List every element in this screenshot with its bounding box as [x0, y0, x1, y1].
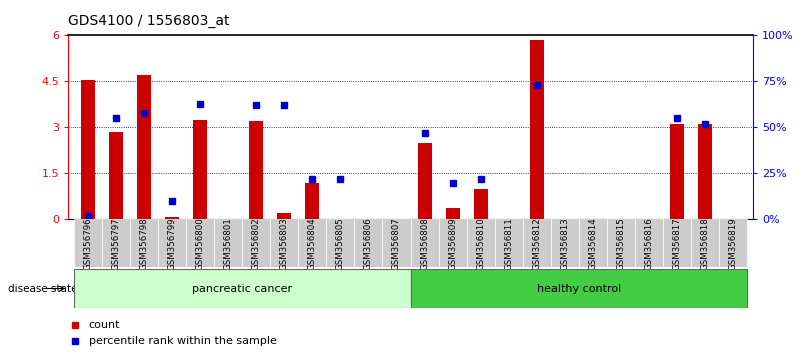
- Bar: [445, 208, 460, 219]
- Text: GSM356811: GSM356811: [505, 217, 513, 270]
- Bar: [298, 219, 326, 267]
- Text: disease state: disease state: [8, 284, 78, 293]
- Bar: [249, 121, 264, 219]
- Text: GSM356812: GSM356812: [533, 217, 541, 270]
- Text: GSM356818: GSM356818: [701, 217, 710, 270]
- Bar: [382, 219, 410, 267]
- Bar: [495, 219, 523, 267]
- Bar: [137, 75, 151, 219]
- Bar: [670, 124, 684, 219]
- Text: GSM356809: GSM356809: [448, 217, 457, 270]
- Text: GSM356815: GSM356815: [617, 217, 626, 270]
- Bar: [354, 219, 382, 267]
- Bar: [214, 219, 242, 267]
- Text: GDS4100 / 1556803_at: GDS4100 / 1556803_at: [68, 14, 230, 28]
- Bar: [102, 219, 130, 267]
- Bar: [193, 120, 207, 219]
- Text: GSM356800: GSM356800: [195, 217, 204, 270]
- Text: GSM356797: GSM356797: [111, 217, 120, 270]
- Bar: [186, 219, 214, 267]
- Text: pancreatic cancer: pancreatic cancer: [192, 284, 292, 293]
- Bar: [698, 124, 712, 219]
- Text: GSM356808: GSM356808: [420, 217, 429, 270]
- Bar: [270, 219, 298, 267]
- Bar: [165, 217, 179, 219]
- Text: healthy control: healthy control: [537, 284, 621, 293]
- Bar: [158, 219, 186, 267]
- Bar: [551, 219, 579, 267]
- Bar: [607, 219, 635, 267]
- Bar: [529, 40, 544, 219]
- Bar: [663, 219, 691, 267]
- Bar: [635, 219, 663, 267]
- Bar: [74, 219, 102, 267]
- Bar: [277, 213, 292, 219]
- Text: GSM356802: GSM356802: [252, 217, 260, 270]
- Bar: [81, 80, 95, 219]
- Bar: [109, 132, 123, 219]
- Text: percentile rank within the sample: percentile rank within the sample: [89, 336, 276, 346]
- Bar: [326, 219, 354, 267]
- Bar: [523, 219, 551, 267]
- Text: GSM356796: GSM356796: [83, 217, 92, 270]
- Bar: [130, 219, 158, 267]
- Bar: [473, 189, 488, 219]
- Text: GSM356819: GSM356819: [729, 217, 738, 270]
- Bar: [305, 183, 320, 219]
- Text: GSM356798: GSM356798: [139, 217, 148, 270]
- Text: GSM356804: GSM356804: [308, 217, 316, 270]
- Bar: [579, 219, 607, 267]
- Bar: [439, 219, 467, 267]
- Bar: [74, 269, 410, 308]
- Text: count: count: [89, 320, 120, 330]
- Text: GSM356816: GSM356816: [645, 217, 654, 270]
- Text: GSM356806: GSM356806: [364, 217, 373, 270]
- Bar: [691, 219, 719, 267]
- Bar: [467, 219, 495, 267]
- Text: GSM356799: GSM356799: [167, 217, 176, 270]
- Text: GSM356803: GSM356803: [280, 217, 288, 270]
- Text: GSM356810: GSM356810: [476, 217, 485, 270]
- Text: GSM356813: GSM356813: [561, 217, 570, 270]
- Text: GSM356807: GSM356807: [392, 217, 401, 270]
- Bar: [719, 219, 747, 267]
- Text: GSM356801: GSM356801: [223, 217, 232, 270]
- Bar: [410, 269, 747, 308]
- Bar: [242, 219, 270, 267]
- Text: GSM356817: GSM356817: [673, 217, 682, 270]
- Bar: [410, 219, 439, 267]
- Text: GSM356814: GSM356814: [589, 217, 598, 270]
- Text: GSM356805: GSM356805: [336, 217, 345, 270]
- Bar: [417, 143, 432, 219]
